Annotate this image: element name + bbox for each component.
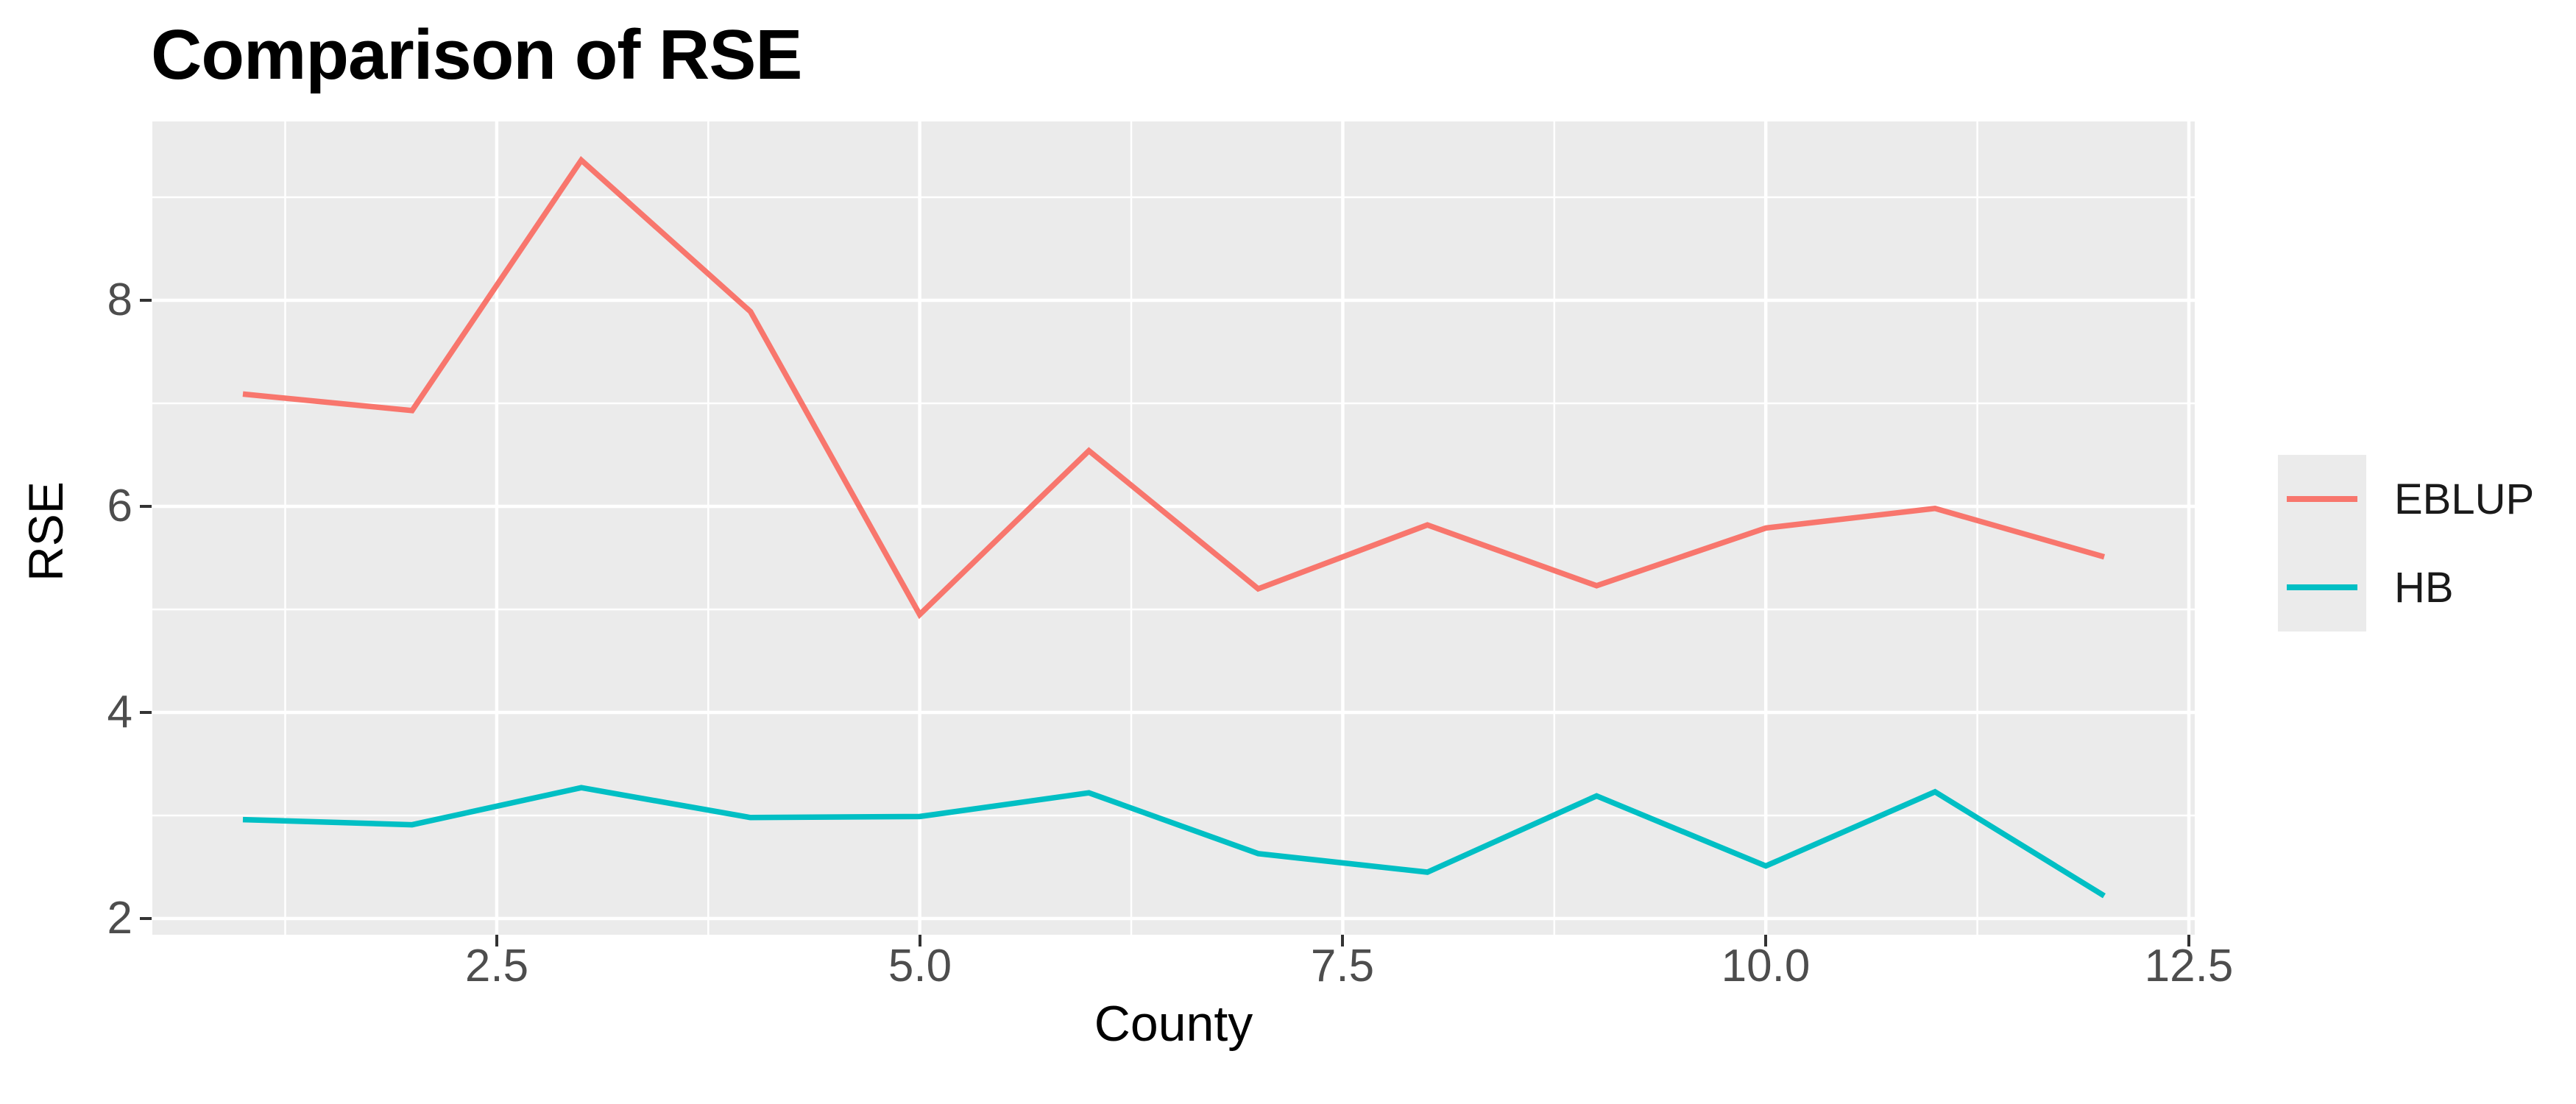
x-tick-label: 2.5 [464, 941, 529, 991]
legend-key-line-icon [2287, 496, 2357, 502]
chart-title: Comparison of RSE [151, 15, 802, 94]
x-tick-mark [1341, 935, 1344, 946]
legend-label: HB [2394, 563, 2454, 612]
x-tick-label: 7.5 [1310, 941, 1375, 991]
y-tick-mark [140, 299, 152, 302]
x-tick-mark [2187, 935, 2190, 946]
y-tick-mark [140, 917, 152, 920]
y-tick-label: 2 [107, 893, 132, 944]
y-tick-label: 4 [107, 687, 132, 737]
y-tick-mark [140, 711, 152, 714]
x-tick-mark [919, 935, 921, 946]
x-tick-mark [1764, 935, 1767, 946]
y-tick-label: 6 [107, 481, 132, 531]
x-tick-label: 5.0 [888, 941, 952, 991]
legend-entry-hb: HB [2278, 543, 2534, 631]
y-tick-label: 8 [107, 275, 132, 325]
series-line-eblup [242, 155, 2106, 620]
x-tick-mark [495, 935, 498, 946]
legend-key-swatch [2278, 455, 2366, 543]
x-axis-title: County [1094, 996, 1253, 1052]
legend-key-swatch [2278, 543, 2366, 631]
legend: EBLUP HB [2278, 455, 2534, 631]
series-line-hb [242, 785, 2106, 899]
x-tick-label: 10.0 [1721, 941, 1811, 991]
legend-label: EBLUP [2394, 475, 2535, 523]
y-tick-mark [140, 505, 152, 508]
plot-panel [152, 121, 2195, 935]
x-tick-label: 12.5 [2144, 941, 2234, 991]
legend-key-line-icon [2287, 584, 2357, 590]
legend-entry-eblup: EBLUP [2278, 455, 2534, 543]
plot-canvas [152, 121, 2195, 935]
